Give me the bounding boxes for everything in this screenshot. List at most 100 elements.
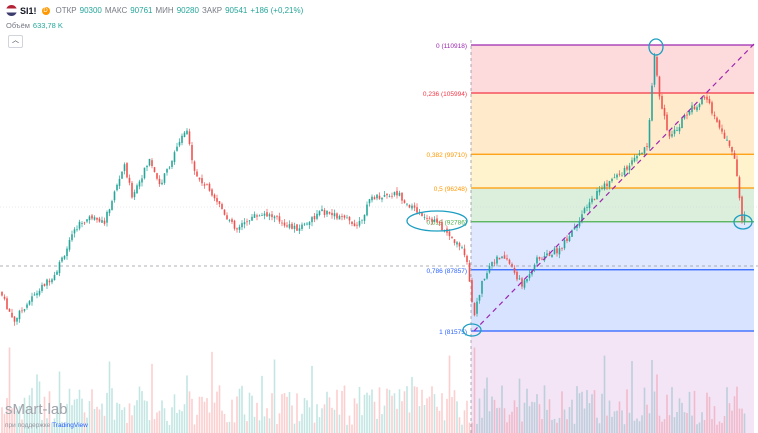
candle xyxy=(156,173,158,179)
volume-bar xyxy=(296,393,298,433)
volume-bar xyxy=(391,395,393,433)
fib-zone xyxy=(471,269,754,331)
volume-bar xyxy=(183,404,186,433)
volume-bar xyxy=(731,410,733,433)
candle xyxy=(278,216,281,222)
volume-bar xyxy=(26,407,28,433)
candle xyxy=(696,107,698,111)
candle xyxy=(426,217,428,219)
volume-bar xyxy=(403,391,406,433)
volume-bar xyxy=(643,387,646,433)
candle xyxy=(401,192,403,201)
candle xyxy=(546,253,548,256)
volume-bar xyxy=(221,410,223,433)
candle xyxy=(728,140,731,147)
volume-bar xyxy=(281,394,283,433)
candle xyxy=(576,224,578,228)
volume-bar xyxy=(726,387,728,433)
candle xyxy=(148,158,151,166)
candle xyxy=(113,191,116,201)
candle xyxy=(183,132,186,138)
symbol-name[interactable]: SI1! xyxy=(20,5,37,16)
candle xyxy=(703,97,706,99)
volume-bar xyxy=(716,424,718,433)
candle xyxy=(73,229,76,234)
volume-bar xyxy=(471,422,473,433)
symbol-header: SI1! D ОТКР 90300 МАКС 90761 МИН 90280 ЗАКР… xyxy=(6,5,303,16)
candle xyxy=(236,228,238,230)
volume-bar xyxy=(138,386,141,433)
volume-bar xyxy=(273,359,276,433)
volume-bar xyxy=(571,399,573,433)
candle xyxy=(468,263,471,282)
candle xyxy=(318,211,321,215)
candle xyxy=(226,215,228,220)
candle xyxy=(126,163,128,178)
volume-bar xyxy=(623,424,626,433)
candle xyxy=(413,205,416,208)
candle xyxy=(158,178,161,185)
candle xyxy=(466,255,468,262)
volume-bar xyxy=(93,408,96,433)
collapse-legend-button[interactable]: ︿ xyxy=(8,35,23,48)
volume-bar xyxy=(318,417,321,433)
candle xyxy=(573,227,576,230)
volume-bar xyxy=(436,406,438,433)
candle xyxy=(676,130,678,131)
candle xyxy=(396,190,398,196)
candle xyxy=(203,184,206,186)
candle xyxy=(556,248,558,254)
volume-bar xyxy=(363,394,366,433)
candle xyxy=(213,194,216,199)
candle xyxy=(311,217,313,223)
candle xyxy=(678,127,681,132)
volume-bar xyxy=(646,404,648,433)
volume-bar xyxy=(261,375,263,433)
candle xyxy=(568,236,571,241)
volume-bar xyxy=(513,400,516,433)
candle xyxy=(151,160,153,167)
watermark-prefix: при поддержке xyxy=(5,422,51,429)
candle xyxy=(343,215,346,218)
candle xyxy=(328,212,331,214)
fib-zone xyxy=(471,331,754,433)
volume-bar xyxy=(398,389,401,433)
volume-bar xyxy=(351,424,353,433)
candle xyxy=(351,221,353,225)
volume-bar xyxy=(63,423,66,433)
candle xyxy=(518,278,521,280)
candle xyxy=(713,114,716,117)
volume-bar xyxy=(71,405,73,433)
candle xyxy=(111,201,113,210)
candle xyxy=(181,135,183,143)
candle xyxy=(171,160,173,167)
volume-bar xyxy=(146,401,148,433)
candle xyxy=(23,309,26,311)
volume-bar xyxy=(531,401,533,433)
volume-bar xyxy=(106,392,108,433)
volume-bar xyxy=(523,402,526,433)
volume-bar xyxy=(258,420,261,433)
candle xyxy=(123,164,126,171)
candle xyxy=(578,221,581,227)
volume-bar xyxy=(21,419,23,433)
candle xyxy=(86,219,88,222)
candle xyxy=(221,204,223,209)
candle xyxy=(211,189,213,196)
candle xyxy=(166,169,168,173)
volume-bar xyxy=(721,422,723,433)
volume-bar xyxy=(31,387,33,433)
candle xyxy=(683,115,686,119)
candle xyxy=(288,224,291,228)
volume-bar xyxy=(178,409,181,433)
volume-bar xyxy=(468,422,471,433)
volume-bar xyxy=(648,413,651,433)
volume-bar xyxy=(683,412,686,433)
volume-bar xyxy=(73,399,76,433)
volume-bar xyxy=(246,421,248,433)
candle xyxy=(268,214,271,217)
tradingview-link[interactable]: TradingView xyxy=(52,422,88,429)
candle xyxy=(711,102,713,114)
volume-bar xyxy=(181,411,183,433)
